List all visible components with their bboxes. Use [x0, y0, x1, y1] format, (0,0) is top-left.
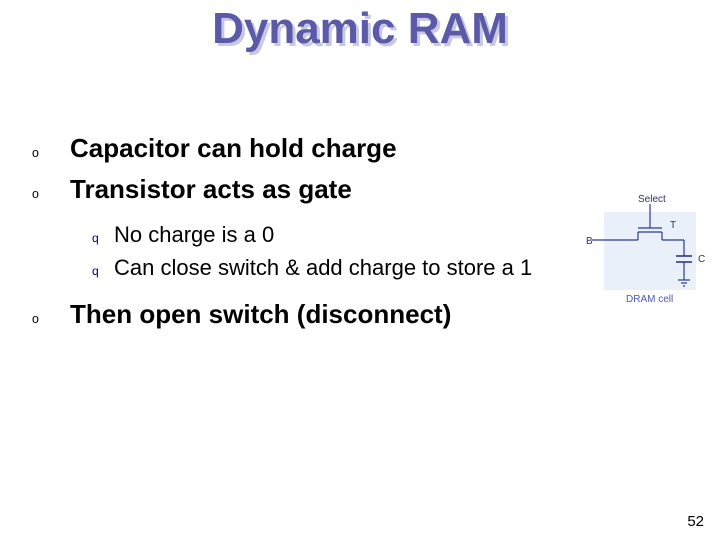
diagram-caption: DRAM cell [626, 294, 673, 305]
bullet-marker-q: q [92, 223, 114, 253]
bullet-list: oCapacitor can hold chargeoTransistor ac… [32, 130, 552, 337]
diagram-label-b: B [586, 236, 593, 247]
slide: Dynamic RAM Dynamic RAM oCapacitor can h… [0, 0, 720, 540]
bullet-text: Can close switch & add charge to store a… [114, 253, 532, 283]
bullet-text: No charge is a 0 [114, 220, 274, 250]
bullet-text: Then open switch (disconnect) [70, 296, 451, 332]
bullet-marker-o: o [32, 176, 70, 212]
bullet-item: qCan close switch & add charge to store … [32, 253, 552, 286]
bullet-text: Transistor acts as gate [70, 171, 352, 207]
page-number: 52 [687, 513, 704, 530]
bullet-item: oThen open switch (disconnect) [32, 296, 552, 337]
title-text: Dynamic RAM [0, 4, 720, 54]
bullet-item: oCapacitor can hold charge [32, 130, 552, 171]
dram-cell-diagram: Select B T C DRAM cell [586, 190, 710, 310]
bullet-text: Capacitor can hold charge [70, 130, 397, 166]
bullet-item: oTransistor acts as gate [32, 171, 552, 212]
bullet-marker-o: o [32, 301, 70, 337]
bullet-marker-q: q [92, 256, 114, 286]
bullet-marker-o: o [32, 135, 70, 171]
diagram-label-select: Select [638, 194, 666, 205]
diagram-label-t: T [670, 220, 676, 231]
diagram-label-c: C [698, 254, 705, 265]
bullet-item: qNo charge is a 0 [32, 220, 552, 253]
